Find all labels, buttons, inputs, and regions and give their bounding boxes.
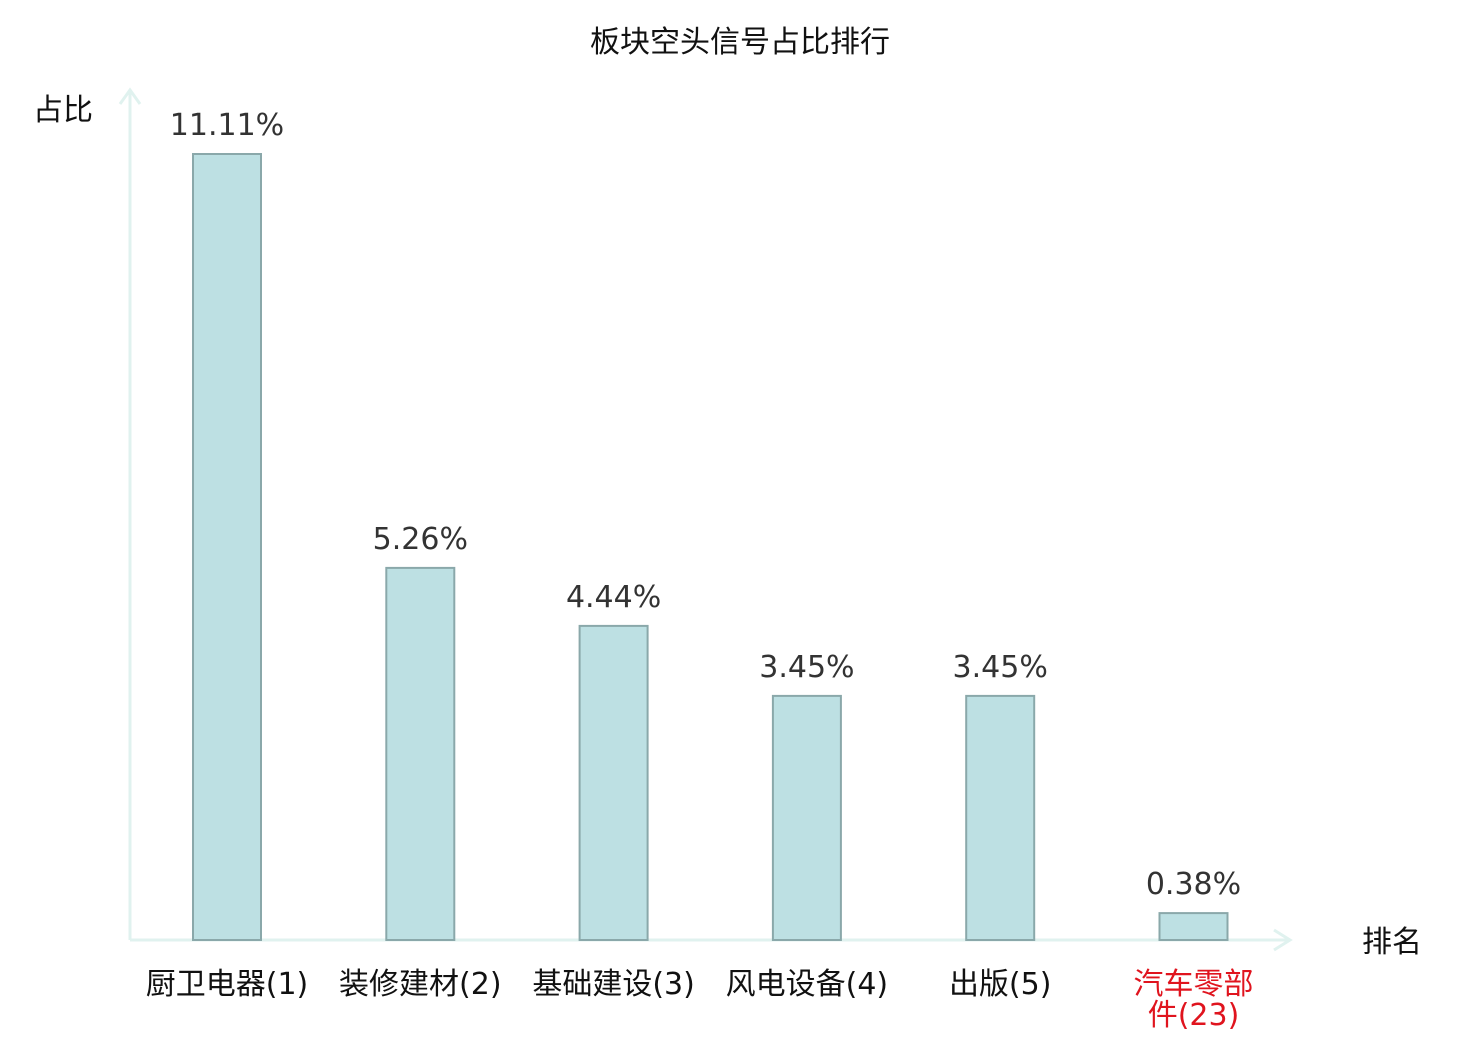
- y-axis-arrow-icon: [118, 87, 142, 105]
- bar-value-label: 3.45%: [759, 650, 854, 685]
- category-label-line: 厨卫电器(1): [146, 967, 309, 1002]
- bar-value-label: 4.44%: [566, 580, 661, 615]
- category-label-line: 汽车零部: [1134, 967, 1254, 1002]
- category-label: 基础建设(3): [532, 967, 695, 1002]
- bar: [1158, 912, 1229, 941]
- category-label-line: 件(23): [1148, 998, 1240, 1033]
- bar-value-label: 11.11%: [170, 108, 284, 143]
- bar: [771, 694, 842, 942]
- bar-value-label: 3.45%: [953, 650, 1048, 685]
- bars-group: [192, 153, 1229, 942]
- bar: [578, 624, 649, 942]
- x-axis-arrow-icon: [1273, 928, 1293, 952]
- category-label: 厨卫电器(1): [146, 967, 309, 1002]
- bar: [965, 694, 1036, 942]
- category-label-line: 出版(5): [949, 967, 1052, 1002]
- value-labels-group: 11.11% 5.26% 4.44% 3.45% 3.45% 0.38%: [170, 108, 1241, 902]
- category-labels-group: 厨卫电器(1) 装修建材(2) 基础建设(3) 风电设备(4) 出版(5) 汽车零部件(2…: [146, 967, 1254, 1033]
- bar-value-label: 5.26%: [373, 522, 468, 557]
- category-label: 装修建材(2): [339, 967, 502, 1002]
- category-label: 风电设备(4): [726, 967, 889, 1002]
- category-label-line: 基础建设(3): [532, 967, 695, 1002]
- axes: [118, 87, 1293, 952]
- y-axis-label: 占比: [33, 93, 93, 128]
- category-label: 汽车零部件(23): [1134, 967, 1254, 1033]
- bar: [192, 153, 262, 941]
- category-label: 出版(5): [949, 967, 1052, 1002]
- x-axis-label: 排名: [1362, 925, 1422, 960]
- chart-title: 板块空头信号占比排行: [590, 25, 890, 60]
- bar: [385, 566, 456, 942]
- category-label-line: 风电设备(4): [726, 967, 889, 1002]
- category-label-line: 装修建材(2): [339, 967, 502, 1002]
- bar-value-label: 0.38%: [1146, 867, 1241, 902]
